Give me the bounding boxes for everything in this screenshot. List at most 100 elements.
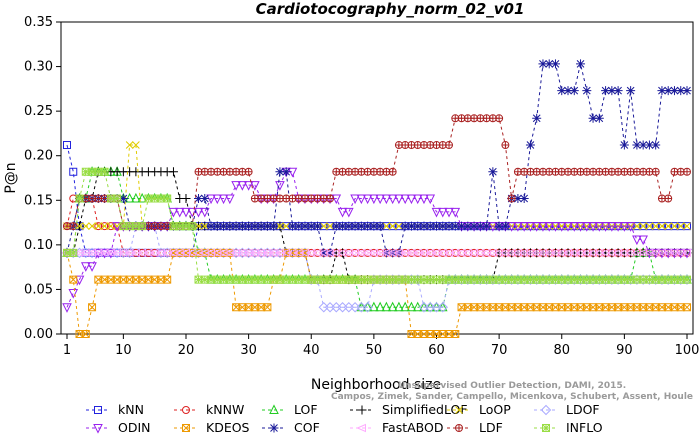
- data-point: [495, 114, 503, 122]
- legend-item-loop: LoOP: [447, 402, 511, 417]
- data-point: [200, 194, 210, 204]
- data-point: [445, 141, 453, 149]
- legend-label: LOF: [294, 402, 318, 417]
- data-point: [569, 222, 580, 232]
- data-point: [449, 248, 460, 258]
- data-point: [519, 194, 529, 204]
- data-point: [306, 221, 316, 231]
- data-point: [607, 222, 617, 232]
- data-point: [513, 222, 523, 232]
- data-point: [62, 303, 72, 313]
- data-point: [613, 86, 623, 96]
- data-point: [632, 140, 642, 150]
- data-point: [375, 301, 385, 312]
- data-point: [455, 424, 463, 432]
- data-point: [542, 424, 550, 432]
- legend-label: FastABOD: [382, 420, 444, 434]
- data-point: [450, 221, 460, 231]
- data-point: [431, 207, 442, 218]
- x-axis-label: Neighborhood size: [311, 377, 441, 393]
- data-point: [451, 330, 460, 338]
- data-point: [136, 248, 147, 258]
- data-point: [224, 248, 234, 258]
- data-point: [505, 248, 516, 258]
- data-point: [683, 303, 691, 312]
- data-point: [168, 207, 179, 218]
- data-point: [261, 248, 272, 258]
- data-point: [419, 221, 429, 231]
- data-point: [599, 248, 610, 258]
- data-point: [569, 86, 579, 96]
- data-point: [250, 221, 260, 231]
- data-point: [501, 141, 509, 149]
- data-point: [587, 248, 598, 258]
- data-point: [683, 167, 691, 176]
- data-point: [282, 222, 291, 230]
- data-point: [206, 221, 216, 231]
- x-tick-label: 60: [428, 343, 445, 358]
- data-point: [281, 167, 291, 177]
- data-point: [381, 194, 392, 205]
- data-point: [669, 86, 679, 96]
- data-point: [344, 207, 354, 218]
- data-point: [468, 248, 479, 258]
- data-point: [450, 207, 461, 218]
- data-point: [205, 248, 216, 258]
- data-point: [540, 404, 552, 416]
- data-point: [382, 222, 391, 230]
- data-point: [544, 222, 555, 232]
- data-point: [111, 248, 122, 258]
- data-point: [457, 221, 467, 231]
- data-point: [181, 207, 191, 218]
- data-point: [319, 222, 328, 230]
- data-point: [218, 194, 229, 205]
- data-point: [212, 221, 222, 231]
- data-point: [618, 248, 629, 258]
- data-point: [132, 141, 140, 149]
- data-point: [525, 140, 535, 150]
- legend-label: ODIN: [118, 420, 151, 434]
- data-point: [163, 275, 172, 284]
- data-point: [230, 248, 241, 258]
- data-point: [100, 222, 109, 230]
- x-tick-label: 100: [675, 343, 699, 358]
- legend-item-simplifiedlof: SimplifiedLOF: [350, 402, 468, 417]
- data-point: [69, 222, 78, 231]
- data-point: [532, 113, 542, 123]
- data-point: [474, 248, 485, 258]
- data-point: [550, 59, 560, 69]
- data-point: [652, 168, 660, 176]
- data-point: [182, 424, 190, 432]
- data-point: [137, 192, 147, 203]
- data-point: [612, 248, 623, 258]
- data-point: [645, 222, 654, 231]
- data-point: [581, 248, 591, 258]
- data-point: [92, 248, 103, 258]
- legend-item-fastabod: FastABOD: [350, 420, 444, 434]
- data-point: [387, 301, 398, 312]
- data-point: [411, 248, 422, 258]
- data-point: [438, 221, 448, 231]
- data-point: [525, 222, 536, 232]
- data-point: [593, 248, 604, 258]
- data-point: [88, 303, 97, 312]
- data-point: [649, 248, 660, 258]
- data-point: [683, 222, 691, 230]
- data-point: [643, 248, 654, 258]
- data-point: [588, 113, 598, 123]
- data-point: [419, 194, 429, 205]
- x-tick-label: 10: [115, 343, 132, 358]
- data-point: [275, 167, 285, 177]
- data-point: [350, 221, 360, 231]
- data-point: [462, 248, 472, 258]
- data-point: [355, 248, 366, 258]
- data-point: [624, 248, 635, 258]
- data-point: [375, 194, 385, 205]
- data-point: [619, 222, 630, 232]
- data-point: [138, 222, 147, 231]
- legend-label: COF: [294, 420, 320, 434]
- data-point: [463, 221, 473, 231]
- data-point: [69, 275, 78, 284]
- data-point: [63, 141, 71, 150]
- data-point: [244, 221, 254, 231]
